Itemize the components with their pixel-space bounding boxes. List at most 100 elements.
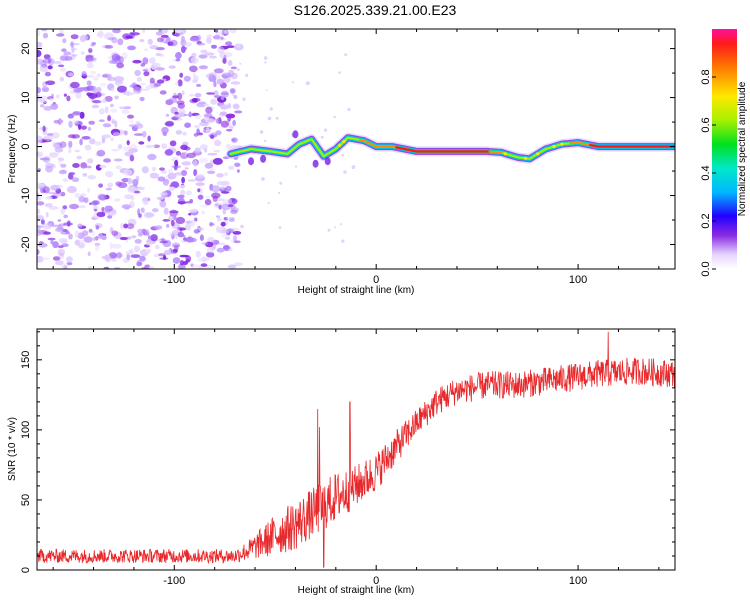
noise-blob [221, 228, 230, 234]
noise-blob [209, 221, 213, 227]
noise-blob [227, 264, 237, 269]
noise-blob [144, 229, 150, 236]
noise-blob [147, 135, 151, 142]
noise-blob [234, 110, 243, 114]
noise-blob [104, 45, 114, 49]
noise-blob [203, 103, 209, 107]
ridge-band [324, 157, 331, 166]
noise-blob [142, 69, 149, 72]
noise-blob [152, 83, 162, 87]
noise-blob [37, 41, 43, 48]
noise-blob [155, 31, 163, 36]
noise-blob [138, 141, 145, 145]
noise-blob [37, 49, 42, 58]
noise-blob [218, 242, 226, 246]
noise-blob [179, 72, 184, 78]
noise-blob [114, 76, 125, 82]
noise-blob [179, 254, 189, 258]
ridge-core [560, 142, 564, 146]
noise-blob [102, 44, 112, 49]
noise-blob [107, 182, 113, 188]
noise-blob [219, 112, 227, 117]
noise-blob [55, 94, 60, 99]
noise-blob [68, 233, 73, 240]
noise-blob [45, 212, 49, 218]
noise-blob [79, 193, 87, 197]
noise-blob [42, 86, 48, 92]
noise-blob [111, 36, 118, 44]
noise-blob [158, 253, 166, 257]
noise-blob [67, 113, 75, 119]
noise-blob [209, 167, 215, 171]
noise-blob [217, 46, 225, 54]
noise-blob [209, 55, 217, 59]
noise-blob [230, 209, 238, 215]
noise-blob [269, 107, 273, 111]
noise-blob [48, 191, 57, 195]
spectrogram-ytick-label: -10 [20, 188, 32, 204]
noise-blob [98, 194, 108, 201]
noise-blob [351, 165, 356, 170]
noise-blob [122, 106, 132, 110]
noise-blob [104, 254, 111, 262]
noise-blob [194, 114, 202, 120]
snr-frame [36, 328, 676, 571]
noise-blob [54, 146, 64, 153]
noise-blob [73, 87, 83, 93]
noise-blob [160, 238, 166, 242]
colorbar-label: Normalized spectral amplitude [737, 81, 748, 216]
noise-blob [61, 48, 67, 52]
noise-blob [231, 137, 239, 143]
noise-blob [104, 95, 113, 102]
noise-blob [194, 124, 201, 129]
noise-blob [156, 196, 165, 200]
noise-blob [191, 98, 198, 103]
noise-blob [105, 187, 112, 191]
noise-blob [134, 123, 144, 129]
noise-blob [344, 53, 348, 57]
ridge-band [312, 159, 319, 168]
noise-blob [327, 228, 331, 232]
noise-blob [71, 54, 78, 57]
noise-blob [225, 113, 236, 119]
noise-blob [211, 44, 217, 49]
noise-blob [216, 247, 225, 253]
noise-blob [110, 87, 115, 93]
noise-blob [51, 132, 60, 139]
noise-blob [236, 68, 240, 71]
noise-blob [224, 29, 229, 35]
noise-blob [188, 111, 192, 118]
noise-blob [233, 240, 241, 244]
noise-blob [92, 237, 96, 241]
noise-blob [45, 80, 56, 86]
noise-blob [144, 48, 148, 52]
noise-blob [141, 29, 146, 34]
noise-blob [153, 253, 161, 258]
snr-panel: -100 0 100 0 50 100 150 Height of straight lin… [7, 328, 676, 596]
noise-blob [94, 141, 102, 146]
noise-blob [207, 170, 216, 174]
noise-blob [97, 30, 104, 38]
noise-blob [144, 264, 151, 269]
noise-blob [163, 249, 172, 256]
noise-blob [119, 106, 125, 110]
noise-blob [175, 52, 182, 59]
noise-blob [232, 119, 236, 127]
noise-blob [183, 75, 191, 82]
noise-blob [88, 120, 95, 125]
noise-blob [275, 116, 279, 120]
noise-blob [174, 111, 179, 115]
noise-blob [150, 234, 158, 242]
noise-blob [113, 231, 122, 239]
noise-blob [91, 42, 96, 46]
noise-blob [42, 125, 46, 132]
noise-blob [47, 237, 56, 241]
noise-blob [44, 71, 52, 77]
noise-blob [87, 175, 96, 180]
noise-blob [123, 169, 133, 176]
noise-region [37, 29, 356, 269]
noise-blob [71, 112, 81, 116]
noise-blob [216, 198, 225, 202]
colorbar-tick-label: 0.2 [700, 213, 712, 228]
noise-blob [148, 266, 155, 269]
